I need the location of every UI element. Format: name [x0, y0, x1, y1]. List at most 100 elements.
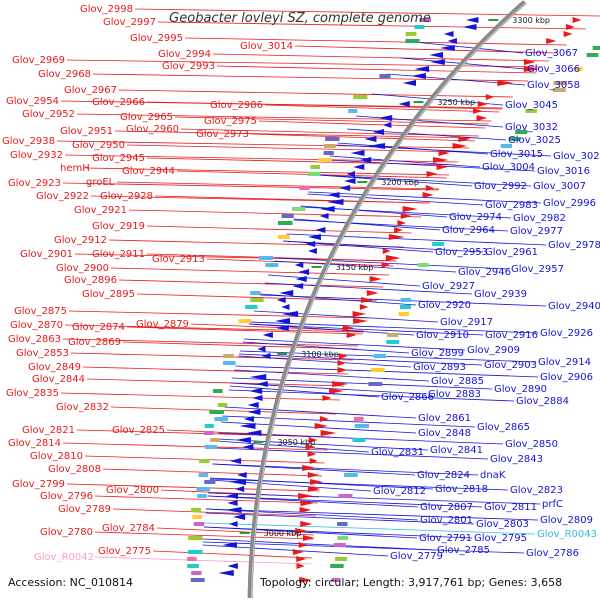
left-leader-line — [157, 21, 586, 30]
annotation-box — [387, 333, 399, 337]
forward-gene-arrow — [353, 318, 369, 324]
left-gene-label: Glov_2789 — [58, 504, 111, 515]
left-gene-label: Glov_2796 — [40, 491, 93, 502]
left-leader-line — [212, 53, 550, 62]
right-gene-label: Glov_2795 — [474, 533, 527, 544]
reverse-gene-arrow — [232, 514, 246, 520]
annotation-box — [354, 424, 370, 428]
right-gene-label: Glov_2893 — [413, 362, 466, 373]
forward-gene-arrow — [476, 115, 488, 121]
right-leader-line — [216, 440, 370, 453]
left-gene-label: Glov_2998 — [80, 4, 133, 15]
annotation-box — [245, 305, 258, 309]
annotation-box — [405, 32, 417, 36]
forward-gene-arrow — [296, 563, 305, 569]
forward-gene-arrow — [314, 423, 328, 429]
annotation-box — [592, 46, 600, 50]
left-leader-line — [152, 550, 312, 559]
left-leader-line — [122, 341, 357, 350]
right-gene-label: Glov_2866 — [381, 392, 434, 403]
right-gene-label: dnaK — [480, 470, 506, 481]
forward-gene-arrow — [563, 31, 573, 37]
reverse-gene-arrow — [346, 171, 355, 177]
left-leader-line — [116, 181, 440, 190]
reverse-gene-arrow — [305, 241, 316, 247]
left-gene-label: Glov_2928 — [100, 191, 153, 202]
annotation-box — [400, 298, 411, 302]
right-gene-label: Glov_2906 — [540, 372, 593, 383]
forward-gene-arrow — [402, 206, 418, 212]
right-gene-label: Glov_2903 — [484, 360, 537, 371]
kbp-tick-label: 3250 kbp — [437, 98, 475, 107]
annotation-box — [500, 144, 512, 148]
annotation-box — [338, 494, 353, 498]
right-leader-line — [215, 447, 489, 460]
reverse-gene-arrow — [225, 507, 242, 513]
reverse-gene-arrow — [248, 388, 263, 394]
reverse-gene-arrow — [262, 332, 273, 338]
left-gene-label: Glov_2879 — [136, 319, 189, 330]
left-gene-label: Glov_2921 — [74, 205, 127, 216]
annotation-box — [190, 508, 202, 512]
left-leader-line — [108, 239, 404, 248]
left-gene-label: Glov_2966 — [92, 97, 145, 108]
reverse-gene-arrow — [252, 395, 263, 401]
annotation-box — [250, 298, 264, 302]
right-gene-label: Glov_2974 — [449, 212, 502, 223]
right-leader-line — [293, 218, 441, 231]
annotation-box — [353, 417, 364, 421]
right-leader-line — [260, 293, 417, 306]
forward-gene-arrow — [397, 220, 407, 226]
right-gene-label: Glov_3004 — [482, 162, 535, 173]
reverse-gene-arrow — [235, 437, 251, 443]
annotation-box — [373, 354, 387, 358]
right-gene-label: Glov_2910 — [416, 330, 469, 341]
annotation-box — [203, 431, 214, 435]
annotation-box — [324, 144, 336, 148]
kbp-tick-label: 3050 kbp — [277, 438, 315, 447]
reverse-gene-arrow — [368, 143, 386, 149]
right-leader-line — [238, 353, 483, 366]
left-gene-label: Glov_2896 — [64, 275, 117, 286]
right-gene-label: Glov_3067 — [525, 48, 578, 59]
left-gene-label: Glov_2835 — [6, 388, 59, 399]
right-leader-line — [207, 495, 419, 508]
reverse-gene-arrow — [308, 248, 317, 254]
right-gene-label: Glov_2899 — [411, 348, 464, 359]
right-gene-label: Glov_2809 — [540, 515, 593, 526]
right-leader-line — [203, 526, 473, 539]
left-gene-label: Glov_2800 — [106, 485, 159, 496]
forward-gene-arrow — [400, 213, 412, 219]
right-gene-label: Glov_2939 — [474, 289, 527, 300]
reverse-gene-arrow — [319, 213, 329, 219]
right-gene-label: Glov_2977 — [510, 226, 563, 237]
reverse-gene-arrow — [327, 192, 340, 198]
right-gene-label: Glov_2920 — [418, 300, 471, 311]
reverse-gene-arrow — [274, 318, 291, 324]
left-gene-label: Glov_2993 — [162, 61, 215, 72]
forward-gene-arrow — [477, 101, 489, 107]
right-leader-line — [318, 174, 473, 187]
reverse-gene-arrow — [242, 444, 254, 450]
kbp-tick-label: 3300 kbp — [512, 16, 550, 25]
forward-gene-arrow — [352, 311, 367, 317]
annotation-box — [210, 438, 221, 442]
forward-gene-arrow — [302, 535, 315, 541]
reverse-gene-arrow — [247, 402, 259, 408]
left-leader-line — [146, 101, 502, 110]
left-leader-line — [166, 429, 331, 438]
annotation-box — [193, 522, 205, 526]
annotation-box — [414, 25, 425, 29]
reverse-gene-arrow — [226, 493, 238, 499]
right-leader-line — [224, 406, 417, 419]
forward-gene-arrow — [546, 38, 557, 44]
forward-gene-arrow — [308, 437, 318, 443]
forward-gene-arrow — [337, 360, 346, 366]
left-leader-line — [136, 293, 377, 302]
left-gene-label: Glov_2951 — [60, 126, 113, 137]
right-gene-label: Glov_2807 — [420, 502, 473, 513]
reverse-gene-arrow — [222, 542, 237, 548]
left-gene-label: Glov_2869 — [68, 337, 121, 348]
forward-gene-arrow — [320, 430, 337, 436]
right-gene-label: Glov_2843 — [490, 454, 543, 465]
